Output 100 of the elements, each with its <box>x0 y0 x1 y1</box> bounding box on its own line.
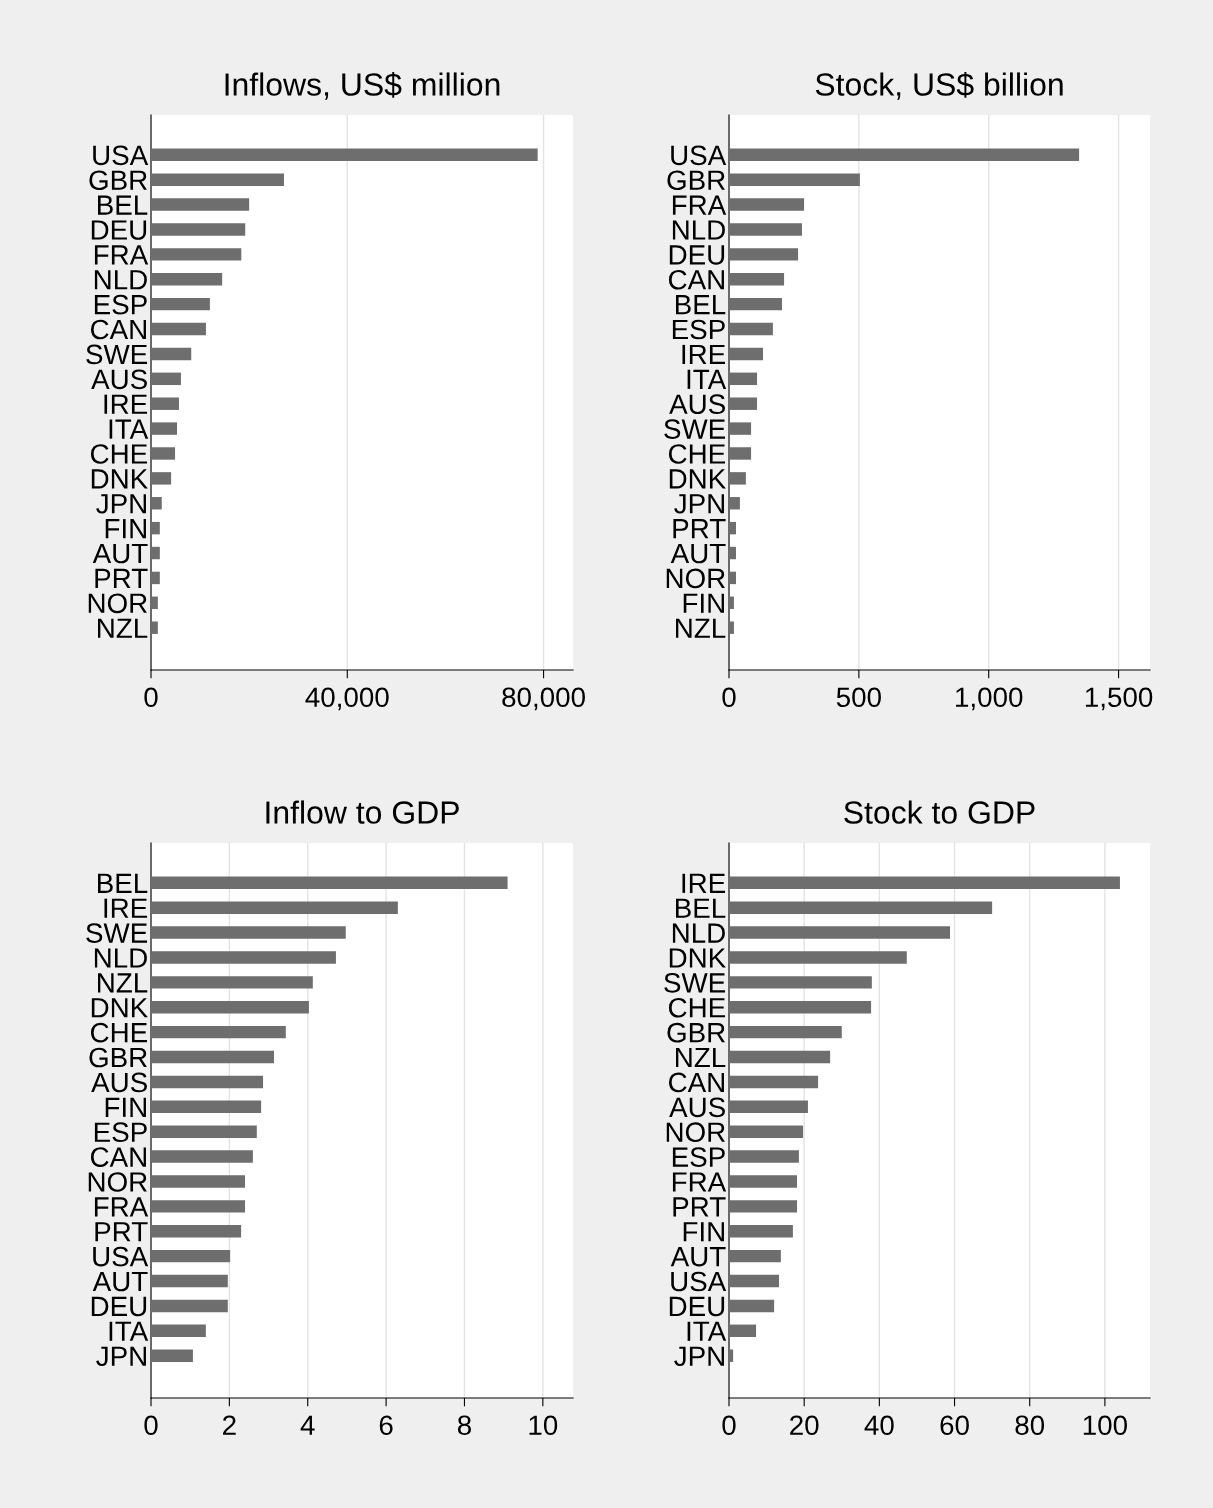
bar <box>151 1050 275 1064</box>
bar <box>151 322 206 336</box>
y-tick-label: AUT <box>670 543 726 564</box>
y-tick-label: FIN <box>683 593 724 613</box>
bar <box>729 621 734 634</box>
bar <box>151 1349 193 1362</box>
bar <box>151 173 284 186</box>
x-tick-label: 0 <box>722 1415 736 1436</box>
bar <box>729 951 907 964</box>
bar <box>729 422 752 435</box>
y-tick-label: PRT <box>95 1222 148 1242</box>
y-tick-label: DNK <box>91 998 148 1018</box>
x-tick-label: 0 <box>722 687 736 708</box>
y-tick-label: SWE <box>86 344 148 365</box>
bar <box>151 248 242 261</box>
y-tick-label: FIN <box>105 1097 146 1117</box>
bar <box>151 1225 242 1238</box>
bar <box>729 976 872 989</box>
chart-title: Stock to GDP <box>844 800 1035 824</box>
chart-title: Stock, US$ billion <box>815 71 1063 100</box>
y-tick-label: FRA <box>672 195 727 215</box>
x-tick-label: 0 <box>144 687 158 708</box>
bar <box>729 148 1080 162</box>
y-tick-label: DEU <box>91 220 147 240</box>
bar <box>151 1150 253 1163</box>
y-tick-label: CHE <box>90 1022 148 1043</box>
bar <box>151 422 178 435</box>
bar <box>151 1175 246 1188</box>
y-tick-label: SWE <box>664 973 726 993</box>
y-tick-label: NZL <box>676 1047 726 1068</box>
y-tick-label: IRE <box>104 394 148 414</box>
y-tick-label: FIN <box>105 519 146 539</box>
y-tick-label: ESP <box>672 1147 725 1167</box>
y-tick-label: CHE <box>668 444 726 464</box>
bar <box>729 1200 798 1213</box>
bar <box>151 497 162 510</box>
y-tick-label: ESP <box>94 1122 147 1143</box>
bar <box>729 1274 779 1288</box>
bar <box>151 571 160 585</box>
bar <box>729 1025 842 1039</box>
bar <box>729 1125 804 1138</box>
y-tick-label: JPN <box>674 494 724 514</box>
bar <box>151 1324 206 1338</box>
x-tick-label: 6 <box>379 1415 393 1436</box>
bar <box>151 1274 228 1288</box>
x-tick-label: 2 <box>223 1415 236 1435</box>
y-tick-label: ITA <box>109 1321 149 1341</box>
bar <box>729 926 951 939</box>
y-tick-label: AUS <box>669 1097 725 1118</box>
y-tick-label: FRA <box>94 1197 149 1217</box>
x-tick-label: 80,000 <box>502 687 585 711</box>
bar <box>151 621 158 634</box>
y-tick-label: ITA <box>687 369 727 389</box>
bar <box>151 1249 231 1263</box>
bar <box>729 173 860 186</box>
bar <box>151 1001 309 1014</box>
y-tick-label: NLD <box>672 220 725 240</box>
bar <box>151 1025 286 1039</box>
bar <box>151 596 158 610</box>
bar <box>151 223 246 236</box>
bar <box>729 447 752 460</box>
y-tick-label: ESP <box>672 319 725 340</box>
bar <box>729 322 773 336</box>
bar <box>151 976 313 989</box>
y-tick-label: PRT <box>673 1197 726 1217</box>
x-tick-label: 4 <box>300 1415 315 1435</box>
bar <box>151 1100 262 1114</box>
bar <box>151 1125 257 1138</box>
bar <box>729 1225 793 1238</box>
bar <box>151 951 336 964</box>
bar <box>151 273 223 286</box>
bar <box>729 198 805 211</box>
y-tick-label: SWE <box>664 419 726 439</box>
y-tick-label: CAN <box>668 1072 724 1093</box>
y-tick-label: NOR <box>88 1172 147 1192</box>
y-tick-label: BEL <box>98 873 148 893</box>
bar <box>151 397 179 410</box>
y-tick-label: DEU <box>669 1296 725 1317</box>
bar <box>151 472 172 485</box>
y-tick-label: NZL <box>98 618 148 638</box>
y-tick-label: BEL <box>676 898 726 918</box>
bar <box>729 596 734 610</box>
x-tick-label: 60 <box>940 1415 969 1436</box>
bar <box>729 497 740 510</box>
y-tick-label: AUT <box>92 543 148 564</box>
y-tick-label: ITA <box>109 419 149 439</box>
bar <box>729 546 737 560</box>
bar <box>729 372 758 386</box>
x-tick-label: 100 <box>1083 1415 1127 1436</box>
y-tick-label: AUS <box>91 1072 147 1093</box>
bar <box>729 297 782 311</box>
x-tick-label: 0 <box>144 1415 158 1436</box>
y-tick-label: NLD <box>672 923 725 943</box>
y-tick-label: DNK <box>669 469 726 489</box>
x-tick-label: 1,000 <box>956 687 1023 711</box>
y-tick-label: GBR <box>667 170 725 191</box>
x-tick-label: 10 <box>529 1415 558 1436</box>
bar <box>729 571 737 585</box>
bar <box>151 372 181 386</box>
bar <box>151 901 398 914</box>
